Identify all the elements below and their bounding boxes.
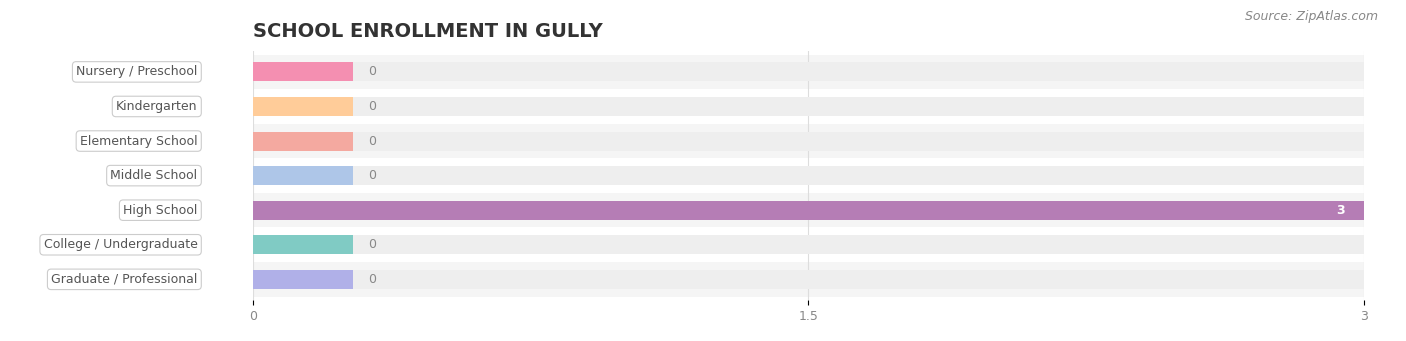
Text: SCHOOL ENROLLMENT IN GULLY: SCHOOL ENROLLMENT IN GULLY [253,22,603,41]
Bar [253,132,353,150]
Text: 0: 0 [368,169,375,182]
Bar [253,62,1364,81]
Bar [253,55,1364,89]
Bar [253,97,353,116]
Bar [253,270,1364,289]
Bar [253,227,1364,262]
Text: Elementary School: Elementary School [80,135,197,148]
Bar [253,97,1364,116]
Bar [253,158,1364,193]
Bar [253,89,1364,124]
Bar [253,132,1364,150]
Text: 0: 0 [368,238,375,251]
Bar [253,270,353,289]
Text: High School: High School [124,204,197,217]
Bar [253,235,353,254]
Text: Kindergarten: Kindergarten [117,100,197,113]
Bar [253,201,1364,220]
Text: 0: 0 [368,65,375,78]
Bar [253,166,1364,185]
Text: 0: 0 [368,135,375,148]
Bar [253,124,1364,158]
Text: College / Undergraduate: College / Undergraduate [44,238,197,251]
Bar [253,262,1364,297]
Text: 0: 0 [368,273,375,286]
Text: Nursery / Preschool: Nursery / Preschool [76,65,197,78]
Text: 0: 0 [368,100,375,113]
Text: Source: ZipAtlas.com: Source: ZipAtlas.com [1244,10,1378,23]
Text: Graduate / Professional: Graduate / Professional [51,273,197,286]
Bar [253,62,353,81]
Text: 3: 3 [1337,204,1346,217]
Bar [253,201,1364,220]
Bar [253,166,353,185]
Bar [253,193,1364,227]
Bar [253,235,1364,254]
Text: Middle School: Middle School [111,169,197,182]
